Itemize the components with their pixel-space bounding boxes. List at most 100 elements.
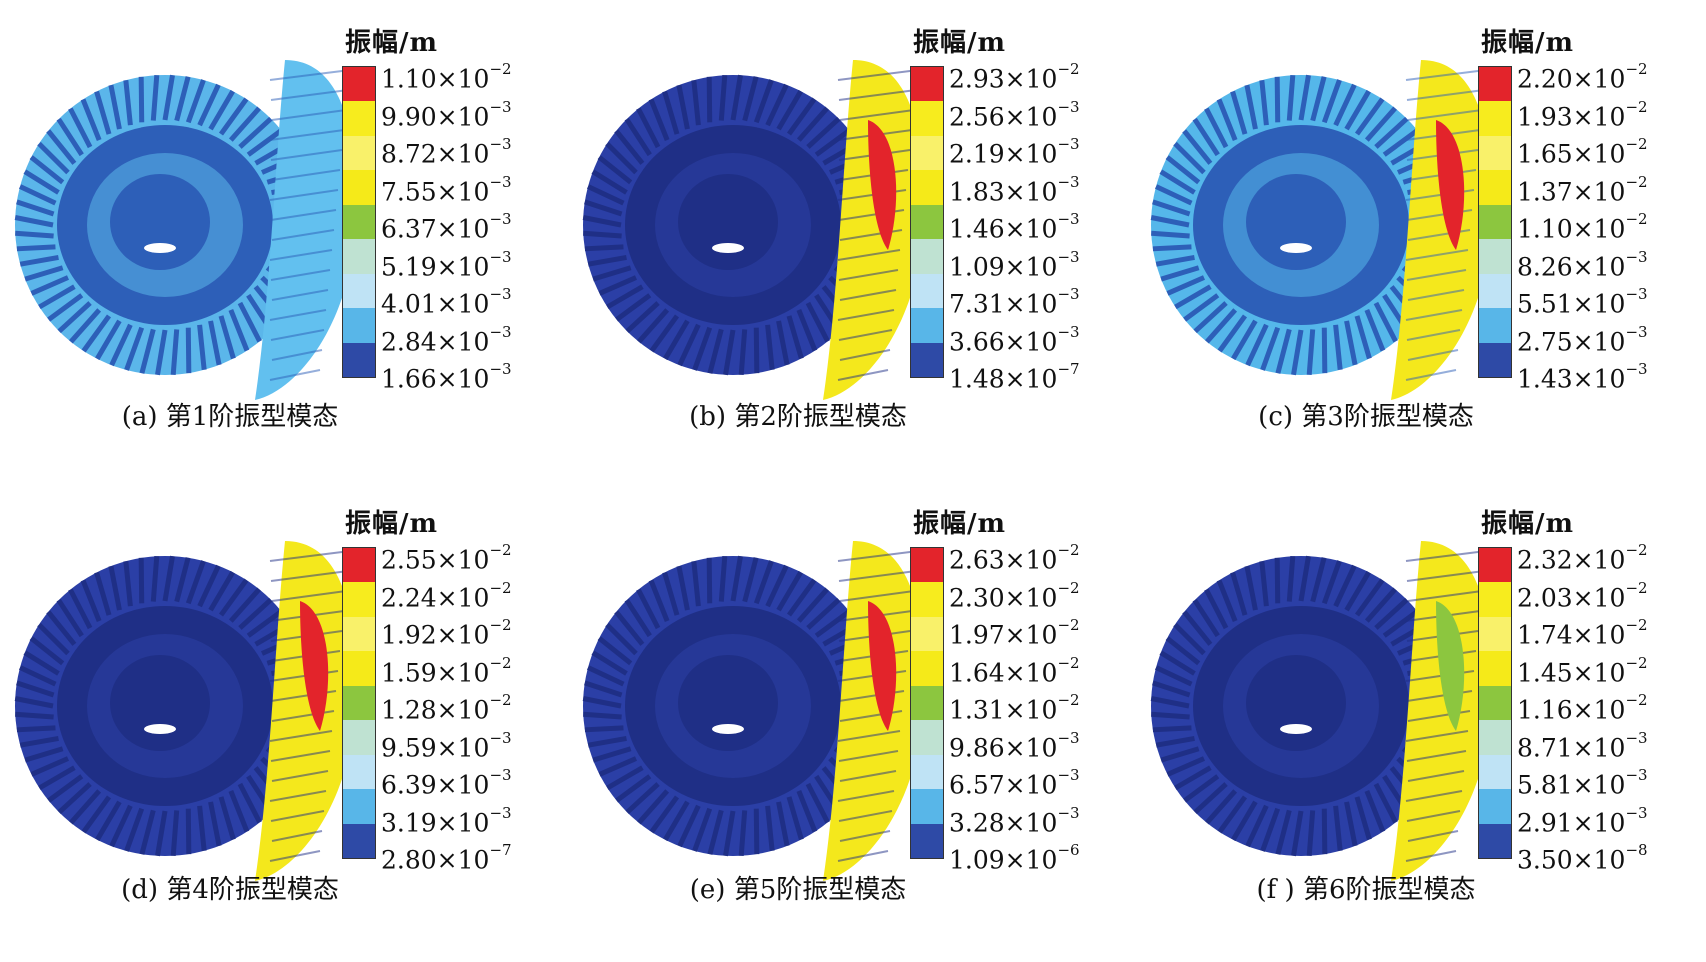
color-swatch [911, 273, 943, 309]
legend-tick-label: 2.56×10−3 [949, 97, 1080, 131]
color-scale-bar [1478, 66, 1512, 378]
color-swatch [343, 67, 375, 102]
legend-title: 振幅/m [345, 509, 439, 539]
color-swatch [343, 204, 375, 240]
legend-tick-label: 1.10×10−2 [1517, 210, 1648, 244]
legend-tick-label: 3.19×10−3 [381, 803, 512, 837]
color-swatch [1479, 616, 1511, 652]
color-swatch [1479, 67, 1511, 102]
legend-tick-label: 2.84×10−3 [381, 322, 512, 356]
legend-tick-label: 2.55×10−2 [381, 541, 512, 575]
legend-tick-label: 9.86×10−3 [949, 728, 1080, 762]
color-swatch [911, 101, 943, 136]
legend-tick-label: 1.93×10−2 [1517, 97, 1648, 131]
mode-panel-3: 振幅/m 2.20×10−2 1.93×10−2 1.65×10−2 1.37×10−2… [1136, 0, 1704, 481]
legend-tick-label: 3.28×10−3 [949, 803, 1080, 837]
color-swatch [343, 754, 375, 790]
legend-tick-label: 2.19×10−3 [949, 135, 1080, 169]
legend-tick-label: 3.50×10−8 [1517, 841, 1648, 875]
color-swatch [911, 616, 943, 652]
legend-tick-label: 1.48×10−7 [949, 360, 1080, 394]
bevel-gear-pair-illustration [582, 60, 924, 400]
color-swatch [343, 616, 375, 652]
legend-tick-label: 1.09×10−3 [949, 247, 1080, 281]
legend-title: 振幅/m [1481, 509, 1575, 539]
legend-tick-label: 2.03×10−2 [1517, 578, 1648, 612]
legend-title: 振幅/m [913, 509, 1007, 539]
legend-tick-label: 3.66×10−3 [949, 322, 1080, 356]
legend-tick-label: 1.64×10−2 [949, 653, 1080, 687]
legend-tick-label: 1.65×10−2 [1517, 135, 1648, 169]
color-swatch [911, 308, 943, 343]
legend-tick-label: 5.51×10−3 [1517, 285, 1648, 319]
bevel-gear-pair-illustration [582, 541, 924, 881]
color-swatch [1479, 685, 1511, 721]
bevel-gear-pair-illustration [1150, 60, 1492, 400]
legend-title: 振幅/m [345, 28, 439, 58]
color-scale-bar [342, 547, 376, 859]
panel-caption: (d) 第4阶振型模态 [121, 875, 339, 905]
legend-tick-label: 2.30×10−2 [949, 578, 1080, 612]
color-swatch [1479, 720, 1511, 755]
legend-tick-label: 1.45×10−2 [1517, 653, 1648, 687]
legend-tick-label: 2.24×10−2 [381, 578, 512, 612]
legend-tick-label: 1.66×10−3 [381, 360, 512, 394]
legend-tick-label: 1.09×10−6 [949, 841, 1080, 875]
color-swatch [1479, 101, 1511, 136]
legend-tick-label: 6.57×10−3 [949, 766, 1080, 800]
bevel-gear-pair-illustration [1150, 541, 1492, 881]
legend-tick-label: 6.39×10−3 [381, 766, 512, 800]
color-swatch [1479, 651, 1511, 686]
color-swatch [1479, 548, 1511, 583]
color-swatch [343, 342, 375, 377]
legend-tick-label: 7.55×10−3 [381, 172, 512, 206]
mode-panel-5: 振幅/m 2.63×10−2 2.30×10−2 1.97×10−2 1.64×10−2… [568, 481, 1136, 962]
color-scale-bar [910, 66, 944, 378]
legend-tick-label: 1.74×10−2 [1517, 616, 1648, 650]
legend-tick-label: 1.16×10−2 [1517, 691, 1648, 725]
color-swatch [911, 685, 943, 721]
color-swatch [911, 204, 943, 240]
bevel-gear-pair-illustration [14, 60, 356, 400]
legend-tick-label: 1.97×10−2 [949, 616, 1080, 650]
color-swatch [911, 720, 943, 755]
bevel-gear-pair-illustration [14, 541, 356, 881]
color-swatch [343, 135, 375, 171]
color-swatch [911, 342, 943, 377]
color-swatch [1479, 135, 1511, 171]
mode-panel-4: 振幅/m 2.55×10−2 2.24×10−2 1.92×10−2 1.59×10−2… [0, 481, 568, 962]
color-swatch [1479, 239, 1511, 274]
legend-tick-label: 2.93×10−2 [949, 60, 1080, 94]
legend-tick-label: 2.32×10−2 [1517, 541, 1648, 575]
color-swatch [911, 789, 943, 824]
legend-tick-label: 1.10×10−2 [381, 60, 512, 94]
legend-tick-label: 2.75×10−3 [1517, 322, 1648, 356]
color-swatch [911, 651, 943, 686]
color-swatch [911, 135, 943, 171]
color-swatch [343, 685, 375, 721]
mode-panel-1: 振幅/m 1.10×10−2 9.90×10−3 8.72×10−3 7.55×10−3… [0, 0, 568, 481]
legend-tick-label: 7.31×10−3 [949, 285, 1080, 319]
color-swatch [1479, 342, 1511, 377]
legend-tick-label: 8.26×10−3 [1517, 247, 1648, 281]
legend-tick-label: 1.92×10−2 [381, 616, 512, 650]
color-swatch [343, 273, 375, 309]
color-swatch [343, 308, 375, 343]
color-swatch [343, 548, 375, 583]
legend-tick-label: 8.71×10−3 [1517, 728, 1648, 762]
color-swatch [343, 789, 375, 824]
color-scale-bar [1478, 547, 1512, 859]
color-scale-bar [910, 547, 944, 859]
color-swatch [1479, 273, 1511, 309]
color-swatch [343, 720, 375, 755]
color-swatch [1479, 170, 1511, 205]
legend-tick-label: 2.63×10−2 [949, 541, 1080, 575]
legend-tick-label: 1.28×10−2 [381, 691, 512, 725]
legend-tick-label: 9.59×10−3 [381, 728, 512, 762]
legend-tick-label: 1.43×10−3 [1517, 360, 1648, 394]
legend-tick-label: 2.91×10−3 [1517, 803, 1648, 837]
mode-panel-6: 振幅/m 2.32×10−2 2.03×10−2 1.74×10−2 1.45×10−2… [1136, 481, 1704, 962]
color-swatch [1479, 823, 1511, 858]
legend-tick-label: 1.59×10−2 [381, 653, 512, 687]
color-swatch [911, 548, 943, 583]
